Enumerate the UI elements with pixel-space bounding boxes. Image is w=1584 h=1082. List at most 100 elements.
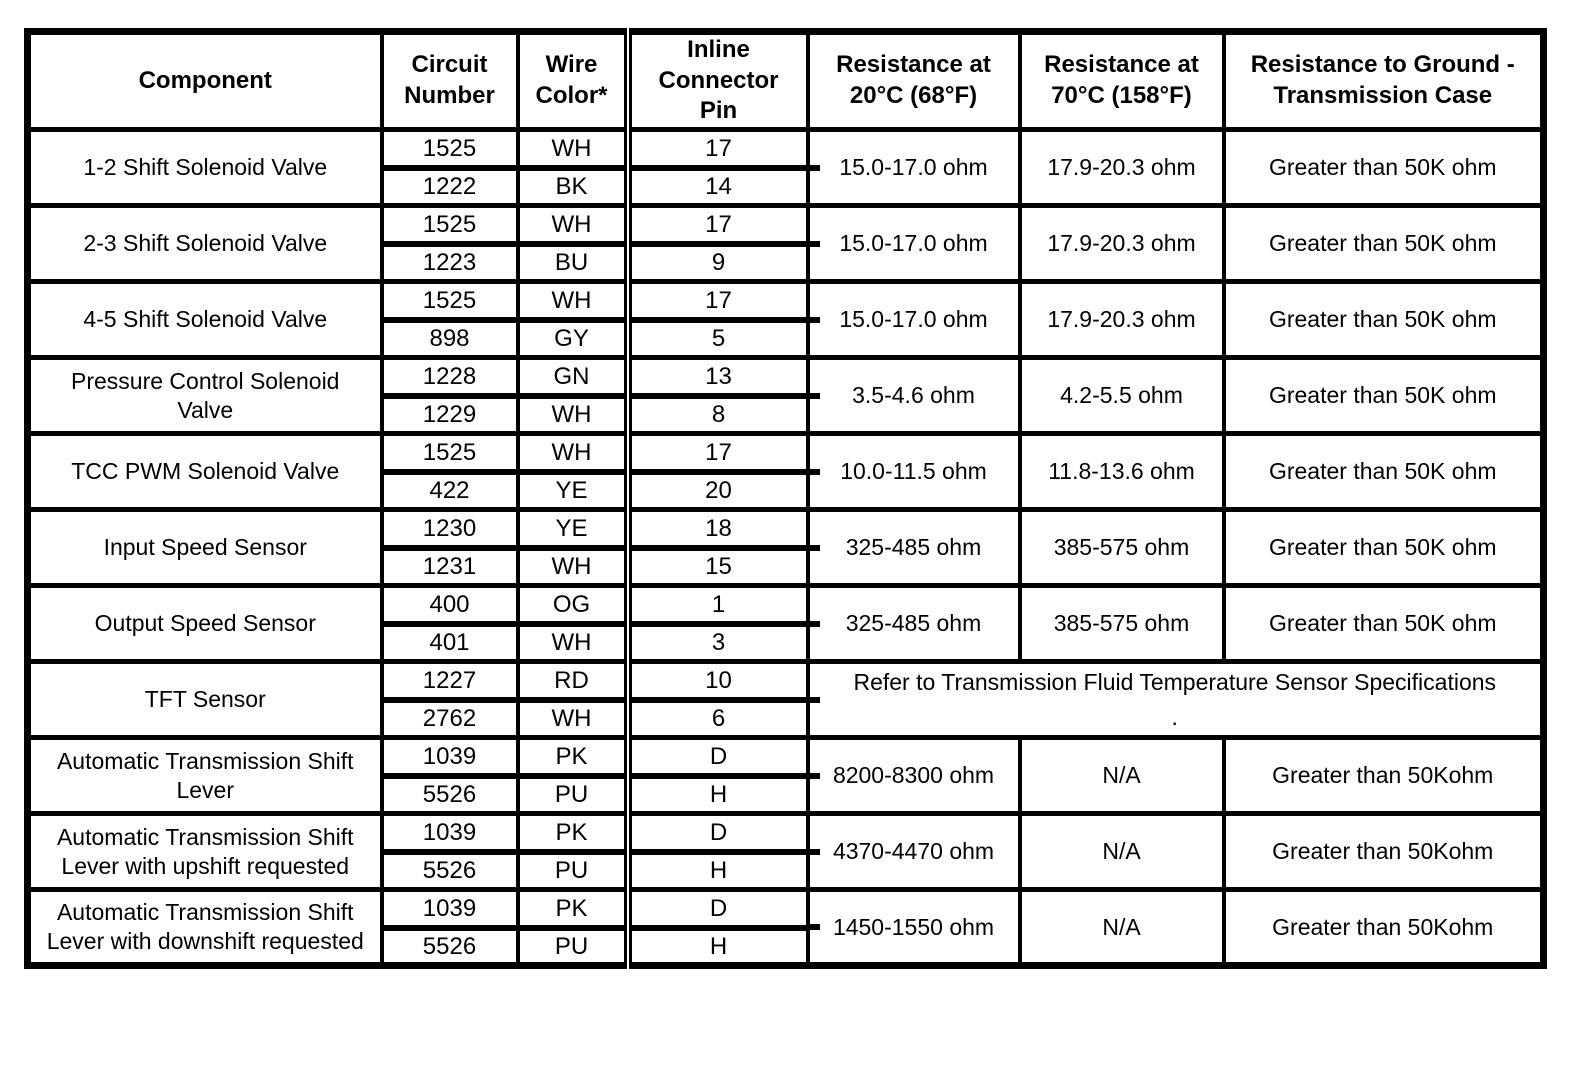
table-row: Pressure Control Solenoid Valve 1228 GN … xyxy=(25,355,1546,436)
connector-pin-cell: 17 xyxy=(623,431,810,475)
resistance-20c-cell: 8200-8300 ohm xyxy=(805,735,1022,816)
table-row: TFT Sensor 1227 RD 10 Refer to Transmiss… xyxy=(25,659,1546,740)
connector-pin-cell: 20 xyxy=(623,469,810,512)
component-cell: Pressure Control Solenoid Valve xyxy=(25,355,384,436)
wire-color-cell: OG xyxy=(515,583,630,627)
resistance-70c-cell: N/A xyxy=(1017,735,1226,816)
connector-pin-cell: 18 xyxy=(623,507,810,551)
table-row: 898 GY 5 xyxy=(28,317,1544,360)
circuit-number-cell: 1525 xyxy=(379,127,520,171)
circuit-number-cell: 5526 xyxy=(379,925,520,968)
table-row: Output Speed Sensor 400 OG 1 325-485 ohm… xyxy=(25,583,1546,664)
wire-color-cell: GY xyxy=(515,317,630,360)
wire-color-cell: YE xyxy=(515,469,630,512)
wire-color-cell: PK xyxy=(515,887,630,931)
connector-pin-cell: 3 xyxy=(623,621,810,664)
table-row: 1223 BU 9 xyxy=(28,241,1544,284)
component-cell: 1-2 Shift Solenoid Valve xyxy=(25,127,384,208)
col-header-component: Component xyxy=(25,29,384,133)
wire-color-cell: YE xyxy=(515,507,630,551)
table-row: 422 YE 20 xyxy=(28,469,1544,512)
circuit-number-cell: 1228 xyxy=(379,355,520,399)
connector-pin-cell: 1 xyxy=(623,583,810,627)
circuit-number-cell: 1222 xyxy=(379,165,520,208)
wire-color-cell: WH xyxy=(515,545,630,588)
circuit-number-cell: 1231 xyxy=(379,545,520,588)
resistance-ground-cell: Greater than 50Kohm xyxy=(1221,887,1546,968)
circuit-number-cell: 1039 xyxy=(379,735,520,779)
connector-pin-cell: 15 xyxy=(623,545,810,588)
circuit-number-cell: 400 xyxy=(379,583,520,627)
component-cell: Automatic Transmission Shift Lever with … xyxy=(25,811,384,892)
resistance-70c-cell: 17.9-20.3 ohm xyxy=(1017,127,1226,208)
circuit-number-cell: 1525 xyxy=(379,203,520,247)
resistance-20c-cell: 15.0-17.0 ohm xyxy=(805,279,1022,360)
table-row: Automatic Transmission Shift Lever 1039 … xyxy=(25,735,1546,816)
connector-pin-cell: H xyxy=(623,925,810,968)
resistance-70c-cell: N/A xyxy=(1017,811,1226,892)
connector-pin-cell: D xyxy=(623,735,810,779)
circuit-number-cell: 1223 xyxy=(379,241,520,284)
col-header-resistance-70c: Resistance at 70°C (158°F) xyxy=(1017,29,1226,133)
circuit-number-cell: 1525 xyxy=(379,431,520,475)
col-header-resistance-ground: Resistance to Ground - Transmission Case xyxy=(1221,29,1546,133)
circuit-number-cell: 422 xyxy=(379,469,520,512)
component-cell: TFT Sensor xyxy=(25,659,384,740)
wire-color-cell: RD xyxy=(515,659,630,703)
connector-pin-cell: D xyxy=(623,887,810,931)
resistance-70c-cell: 385-575 ohm xyxy=(1017,583,1226,664)
table-row: Input Speed Sensor 1230 YE 18 325-485 oh… xyxy=(25,507,1546,588)
circuit-number-cell: 1525 xyxy=(379,279,520,323)
component-cell: Input Speed Sensor xyxy=(25,507,384,588)
resistance-ground-cell: Greater than 50K ohm xyxy=(1221,355,1546,436)
resistance-ground-cell: Greater than 50K ohm xyxy=(1221,203,1546,284)
resistance-70c-cell: 4.2-5.5 ohm xyxy=(1017,355,1226,436)
connector-pin-cell: 6 xyxy=(623,697,810,740)
component-cell: Output Speed Sensor xyxy=(25,583,384,664)
resistance-70c-cell: 17.9-20.3 ohm xyxy=(1017,279,1226,360)
col-header-circuit-number: Circuit Number xyxy=(379,29,520,133)
resistance-ground-cell: Greater than 50Kohm xyxy=(1221,735,1546,816)
table-row: 1222 BK 14 xyxy=(28,165,1544,208)
table-row: TCC PWM Solenoid Valve 1525 WH 17 10.0-1… xyxy=(25,431,1546,512)
resistance-ground-cell: Greater than 50K ohm xyxy=(1221,583,1546,664)
table-row: Automatic Transmission Shift Lever with … xyxy=(25,811,1546,892)
resistance-ground-cell: Greater than 50Kohm xyxy=(1221,811,1546,892)
wire-color-cell: WH xyxy=(515,279,630,323)
wire-color-cell: WH xyxy=(515,393,630,436)
connector-pin-cell: 17 xyxy=(623,203,810,247)
wire-color-cell: PK xyxy=(515,735,630,779)
wire-color-cell: PU xyxy=(515,773,630,816)
resistance-70c-cell: N/A xyxy=(1017,887,1226,968)
connector-pin-cell: H xyxy=(623,773,810,816)
connector-pin-cell: 5 xyxy=(623,317,810,360)
connector-pin-cell: 8 xyxy=(623,393,810,436)
wire-color-cell: BK xyxy=(515,165,630,208)
table-row: 1-2 Shift Solenoid Valve 1525 WH 17 15.0… xyxy=(25,127,1546,208)
resistance-ground-cell: Greater than 50K ohm xyxy=(1221,127,1546,208)
table-row: 5526 PU H xyxy=(28,773,1544,816)
table-row: 4-5 Shift Solenoid Valve 1525 WH 17 15.0… xyxy=(25,279,1546,360)
circuit-number-cell: 1227 xyxy=(379,659,520,703)
col-header-wire-color: Wire Color* xyxy=(515,29,630,133)
wire-color-cell: WH xyxy=(515,697,630,740)
table-row: Automatic Transmission Shift Lever with … xyxy=(25,887,1546,968)
resistance-ground-cell: Greater than 50K ohm xyxy=(1221,279,1546,360)
resistance-20c-cell: 3.5-4.6 ohm xyxy=(805,355,1022,436)
table-row: 5526 PU H xyxy=(28,849,1544,892)
component-cell: 4-5 Shift Solenoid Valve xyxy=(25,279,384,360)
connector-pin-cell: H xyxy=(623,849,810,892)
resistance-20c-cell: 4370-4470 ohm xyxy=(805,811,1022,892)
circuit-number-cell: 1229 xyxy=(379,393,520,436)
circuit-number-cell: 5526 xyxy=(379,849,520,892)
wire-color-cell: PK xyxy=(515,811,630,855)
resistance-20c-cell: 15.0-17.0 ohm xyxy=(805,203,1022,284)
component-cell: Automatic Transmission Shift Lever xyxy=(25,735,384,816)
connector-pin-cell: 17 xyxy=(623,279,810,323)
table-row: 2762 WH 6 xyxy=(28,697,1544,740)
table-row: 1231 WH 15 xyxy=(28,545,1544,588)
connector-pin-cell: D xyxy=(623,811,810,855)
col-header-inline-connector-pin: Inline Connector Pin xyxy=(623,29,810,133)
circuit-number-cell: 1039 xyxy=(379,887,520,931)
circuit-number-cell: 1230 xyxy=(379,507,520,551)
